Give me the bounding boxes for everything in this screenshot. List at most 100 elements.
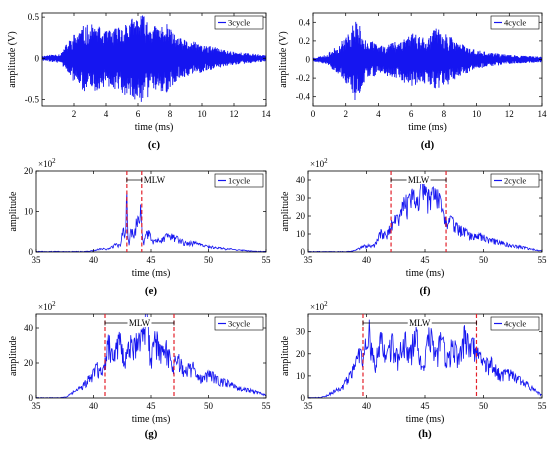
x-tick-label: 4 — [376, 109, 381, 119]
panel-caption: (c) — [148, 139, 161, 151]
x-tick-label: 40 — [89, 255, 99, 265]
x-tick-label: 14 — [538, 109, 548, 119]
panel-caption: (g) — [145, 428, 158, 440]
mlw-label-bg — [406, 174, 431, 184]
axes-box — [41, 12, 267, 107]
x-tick-label: 55 — [538, 401, 548, 411]
mlw-label-bg — [142, 174, 167, 184]
x-tick-label: 2 — [343, 109, 348, 119]
signal-line-d — [313, 21, 542, 101]
x-axis-label: time (ms) — [132, 414, 171, 425]
x-tick-label: 8 — [442, 109, 447, 119]
x-tick-label: 35 — [32, 255, 42, 265]
y-tick-label: 0 — [301, 247, 306, 257]
legend-label: 4cycle — [504, 319, 526, 329]
y-tick-label: 30 — [296, 193, 306, 203]
x-tick-label: 6 — [136, 109, 141, 119]
y-tick-label: -0.4 — [296, 92, 311, 102]
y-tick-label: 40 — [296, 175, 306, 185]
x-axis-label: time (ms) — [132, 268, 171, 279]
axis-exponent: ×102 — [38, 157, 56, 169]
x-tick-label: 10 — [472, 109, 482, 119]
x-tick-label: 10 — [198, 109, 208, 119]
x-tick-label: 40 — [362, 255, 372, 265]
signal-line-h — [308, 319, 542, 398]
mlw-label: MLW — [409, 318, 431, 328]
panel-caption: (h) — [418, 428, 432, 440]
panel-d: 0 2 4 6 8 10 12 14 -0.4 -0.2 0 0.2 0.4 time (ms) ampli… — [278, 12, 548, 151]
legend-box — [490, 173, 540, 188]
x-tick-label: 6 — [409, 109, 414, 119]
x-axis-label: time (ms) — [408, 122, 447, 133]
x-tick-label: 50 — [479, 255, 489, 265]
panel-caption: (f) — [420, 285, 431, 297]
x-tick-label: 45 — [421, 401, 431, 411]
exponent-power: 2 — [52, 157, 56, 165]
x-tick-label: 12 — [505, 109, 514, 119]
x-tick-label: 0 — [311, 109, 316, 119]
y-tick-label: 20 — [296, 211, 306, 221]
y-tick-label: 20 — [24, 358, 34, 368]
exponent-power: 2 — [52, 300, 56, 308]
y-tick-label: 0.5 — [28, 12, 40, 22]
y-tick-label: 30 — [296, 327, 306, 337]
x-tick-label: 40 — [362, 401, 372, 411]
signal-line-f — [308, 175, 542, 252]
legend-label: 3cycle — [228, 319, 250, 329]
exponent-base: ×10 — [38, 159, 53, 169]
axis-exponent: ×102 — [310, 300, 328, 312]
x-axis-label: time (ms) — [135, 122, 174, 133]
legend-box — [214, 316, 264, 331]
mlw-label: MLW — [129, 318, 151, 328]
exponent-base: ×10 — [310, 159, 325, 169]
panel-f: 35 40 45 50 55 0 10 20 30 40 time (ms) amplitude ×10… — [280, 157, 547, 297]
axis-exponent: ×102 — [38, 300, 56, 312]
x-tick-label: 14 — [262, 109, 272, 119]
x-tick-label: 35 — [32, 401, 42, 411]
x-tick-label: 40 — [89, 401, 99, 411]
legend-box — [214, 15, 264, 30]
x-tick-label: 50 — [479, 401, 489, 411]
y-axis-label: amplitude — [280, 335, 291, 376]
y-axis-label: amplitude — [8, 191, 19, 232]
y-tick-label: 0 — [306, 55, 311, 65]
y-tick-label: 10 — [296, 371, 306, 381]
x-tick-label: 35 — [304, 401, 314, 411]
y-axis-label: amplitude — [280, 191, 291, 232]
legend-box — [490, 316, 540, 331]
x-tick-label: 4 — [104, 109, 109, 119]
panel-caption: (e) — [145, 285, 158, 297]
legend-box — [490, 15, 540, 30]
y-axis-label: amplitude (V) — [278, 31, 289, 87]
signal-line-c — [42, 15, 266, 102]
x-tick-label: 2 — [72, 109, 77, 119]
signal-line-g — [36, 314, 266, 398]
x-tick-label: 55 — [262, 401, 272, 411]
x-axis-label: time (ms) — [406, 414, 445, 425]
y-tick-label: 20 — [24, 166, 34, 176]
mlw-label-bg — [127, 317, 152, 327]
x-tick-label: 50 — [204, 401, 214, 411]
signal-line-e — [36, 192, 266, 252]
legend-label: 3cycle — [228, 18, 250, 28]
axis-exponent: ×102 — [310, 157, 328, 169]
y-tick-label: 0 — [35, 53, 40, 63]
legend-box — [214, 173, 264, 188]
legend-label: 1cycle — [228, 176, 250, 186]
panel-e: 35 40 45 50 55 0 10 20 time (ms) amplitude ×102 1cy… — [8, 157, 271, 297]
y-tick-label: 40 — [24, 323, 34, 333]
x-tick-label: 50 — [204, 255, 214, 265]
panel-h: 35 40 45 50 55 0 10 20 30 time (ms) amplitude ×102 4… — [280, 300, 547, 440]
y-tick-label: 0 — [29, 247, 34, 257]
y-tick-label: 0.4 — [299, 17, 311, 27]
exponent-base: ×10 — [310, 302, 325, 312]
y-axis-label: amplitude — [8, 335, 19, 376]
mlw-label-bg — [407, 317, 432, 327]
y-tick-label: 0 — [301, 393, 306, 403]
x-tick-label: 35 — [304, 255, 314, 265]
x-tick-label: 55 — [538, 255, 548, 265]
y-tick-label: 0.2 — [299, 36, 310, 46]
panel-caption: (d) — [421, 139, 435, 151]
x-tick-label: 45 — [147, 401, 157, 411]
